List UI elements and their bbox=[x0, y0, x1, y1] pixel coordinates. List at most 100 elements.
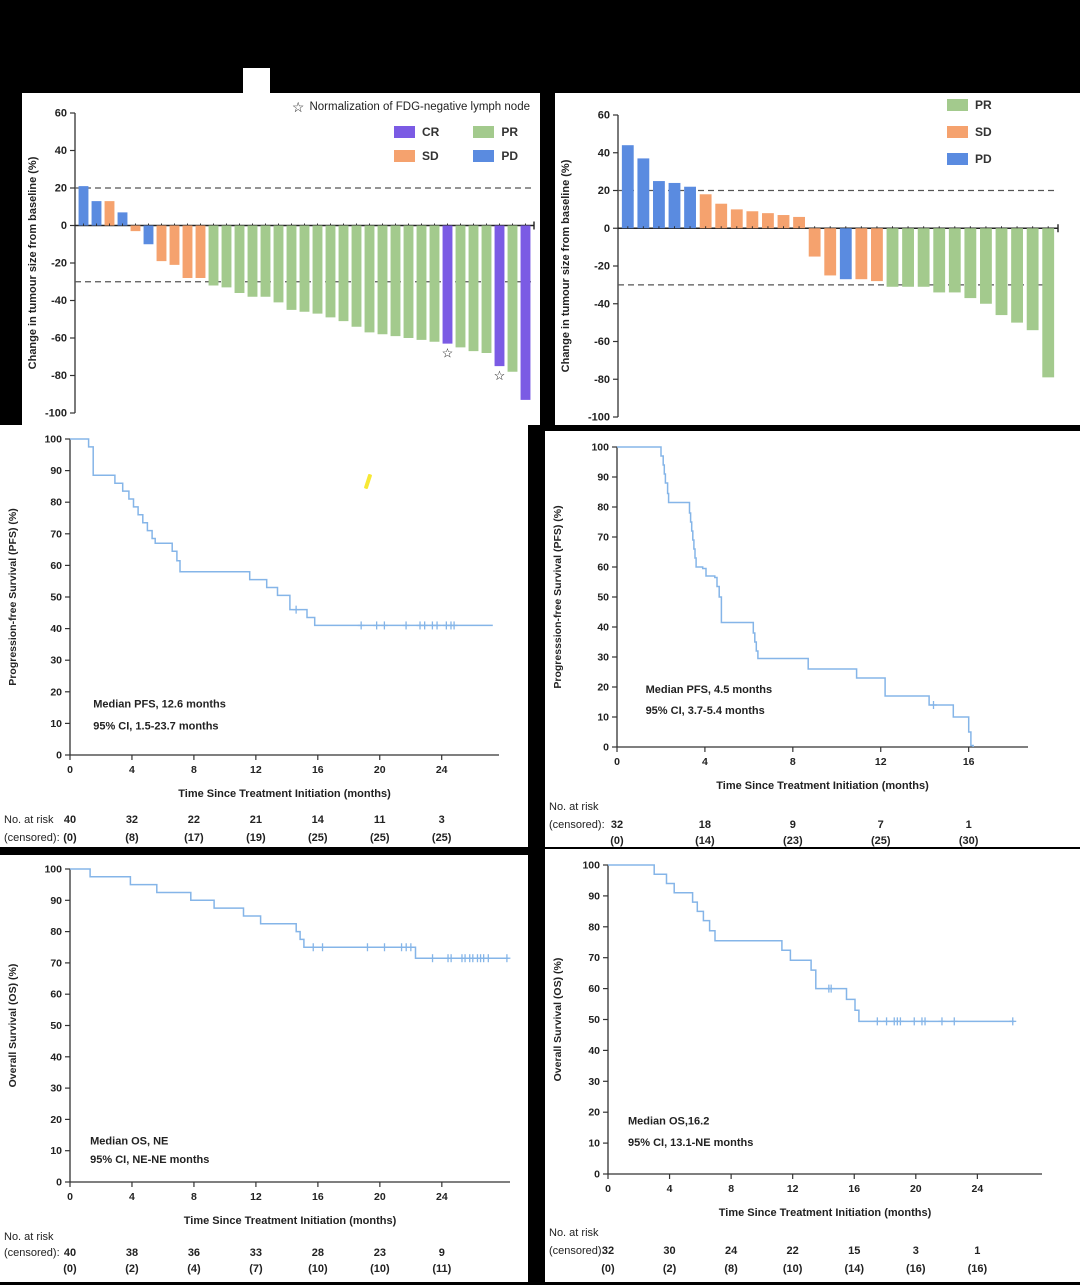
svg-text:90: 90 bbox=[597, 472, 609, 484]
bar-pd bbox=[143, 225, 154, 245]
svg-text:22: 22 bbox=[188, 814, 200, 826]
bar-pr bbox=[312, 225, 323, 314]
svg-text:12: 12 bbox=[875, 756, 887, 768]
bar-pr bbox=[221, 225, 232, 288]
legend-swatch-pr bbox=[473, 126, 495, 138]
svg-text:-40: -40 bbox=[594, 298, 610, 310]
bar-pr bbox=[429, 225, 440, 342]
svg-text:No. at risk: No. at risk bbox=[4, 1231, 54, 1243]
median-annotation: Median OS, NE 95% CI, NE-NE months bbox=[90, 1135, 209, 1166]
svg-text:24: 24 bbox=[436, 764, 448, 776]
svg-text:(10): (10) bbox=[308, 1263, 328, 1275]
svg-text:3: 3 bbox=[439, 814, 445, 826]
bar-cr bbox=[494, 225, 505, 367]
svg-text:30: 30 bbox=[50, 1083, 62, 1095]
legend-label-pr: PR bbox=[975, 98, 992, 112]
legend-item-pr: PR bbox=[473, 125, 518, 139]
baseline-axis bbox=[618, 224, 1059, 233]
legend-item-cr: CR bbox=[393, 125, 439, 139]
bar-pr bbox=[455, 225, 466, 348]
bar-sd bbox=[156, 225, 167, 262]
svg-text:Overall Survival (OS) (%): Overall Survival (OS) (%) bbox=[7, 964, 19, 1088]
svg-text:30: 30 bbox=[663, 1245, 675, 1257]
svg-text:(25): (25) bbox=[308, 832, 328, 844]
svg-text:☆: ☆ bbox=[494, 368, 506, 383]
svg-text:20: 20 bbox=[55, 183, 67, 195]
svg-text:90: 90 bbox=[50, 895, 62, 907]
svg-text:80: 80 bbox=[588, 921, 600, 933]
svg-text:3: 3 bbox=[913, 1245, 919, 1257]
svg-text:Time Since Treatment Initiatio: Time Since Treatment Initiation (months) bbox=[719, 1207, 932, 1219]
bar-pr bbox=[902, 228, 914, 287]
svg-text:36: 36 bbox=[188, 1247, 200, 1259]
km-curve bbox=[617, 446, 974, 747]
svg-text:23: 23 bbox=[374, 1247, 386, 1259]
legend-swatch-cr bbox=[393, 126, 415, 138]
svg-text:-80: -80 bbox=[51, 370, 67, 382]
svg-text:(censored):: (censored): bbox=[4, 1247, 60, 1259]
svg-text:(25): (25) bbox=[432, 832, 452, 844]
bar-pr bbox=[481, 225, 492, 353]
svg-text:33: 33 bbox=[250, 1247, 262, 1259]
svg-text:Change in tumour size from bas: Change in tumour size from baseline (%) bbox=[27, 156, 39, 369]
svg-text:60: 60 bbox=[597, 562, 609, 574]
svg-text:9: 9 bbox=[790, 819, 796, 831]
bar-cr bbox=[520, 225, 531, 400]
svg-text:100: 100 bbox=[582, 860, 600, 872]
svg-text:30: 30 bbox=[588, 1076, 600, 1088]
legend-item-sd: SD bbox=[947, 125, 992, 139]
bar-pd bbox=[653, 181, 665, 229]
bar-sd bbox=[730, 209, 743, 229]
legend-swatch-pd bbox=[947, 153, 968, 165]
legend: PR SD PD bbox=[947, 98, 992, 166]
legend-swatch-pr bbox=[947, 99, 968, 111]
censor-marks bbox=[825, 984, 1017, 1026]
legend-item-pr: PR bbox=[947, 98, 992, 112]
svg-text:70: 70 bbox=[50, 528, 62, 540]
svg-text:4: 4 bbox=[129, 764, 135, 776]
svg-text:8: 8 bbox=[191, 764, 197, 776]
svg-text:4: 4 bbox=[129, 1191, 135, 1203]
bar-sd bbox=[824, 228, 837, 276]
svg-text:(4): (4) bbox=[187, 1263, 201, 1275]
bar-pr bbox=[234, 225, 245, 293]
bar-pr bbox=[260, 225, 271, 297]
svg-text:20: 20 bbox=[598, 185, 610, 197]
svg-text:7: 7 bbox=[878, 819, 884, 831]
svg-text:8: 8 bbox=[790, 756, 796, 768]
censor-marks bbox=[292, 605, 458, 630]
svg-text:16: 16 bbox=[848, 1183, 860, 1195]
legend-swatch-pd bbox=[473, 150, 495, 162]
svg-text:20: 20 bbox=[374, 764, 386, 776]
y-axis: 60 40 20 0 -20 -40 -60 -80 -100 Change in tumour … bbox=[560, 110, 619, 424]
svg-text:50: 50 bbox=[588, 1014, 600, 1026]
svg-text:32: 32 bbox=[602, 1245, 614, 1257]
svg-text:50: 50 bbox=[50, 1020, 62, 1032]
svg-text:0: 0 bbox=[605, 1183, 611, 1195]
svg-text:11: 11 bbox=[374, 814, 386, 826]
bar-pr bbox=[1011, 228, 1023, 323]
svg-text:10: 10 bbox=[597, 712, 609, 724]
bar-pr bbox=[338, 225, 349, 322]
bar-pr bbox=[886, 228, 899, 287]
svg-text:10: 10 bbox=[588, 1138, 600, 1150]
bar-sd bbox=[130, 225, 141, 232]
svg-text:(16): (16) bbox=[906, 1263, 926, 1275]
legend-item-pd: PD bbox=[947, 152, 992, 166]
svg-text:95% CI, 1.5-23.7 months: 95% CI, 1.5-23.7 months bbox=[93, 721, 218, 733]
risk-table: No. at risk (censored):32 30 24 22 15 3 1 (0) (2)… bbox=[549, 1227, 987, 1275]
censor-marks bbox=[309, 943, 511, 963]
legend-swatch-sd bbox=[393, 150, 415, 162]
svg-text:9: 9 bbox=[439, 1247, 445, 1259]
bar-pd bbox=[839, 228, 852, 280]
svg-text:(0): (0) bbox=[601, 1263, 615, 1275]
svg-text:32: 32 bbox=[126, 814, 138, 826]
bar-pr bbox=[917, 228, 930, 287]
bar-sd bbox=[715, 203, 728, 229]
svg-text:Median PFS, 4.5 months: Median PFS, 4.5 months bbox=[646, 684, 773, 696]
legend-label-sd: SD bbox=[975, 125, 992, 139]
svg-text:(10): (10) bbox=[370, 1263, 390, 1275]
